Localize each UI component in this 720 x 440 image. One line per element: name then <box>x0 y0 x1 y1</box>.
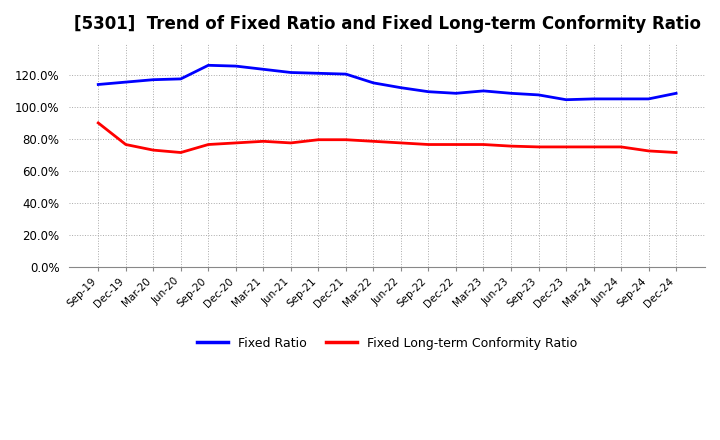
Legend: Fixed Ratio, Fixed Long-term Conformity Ratio: Fixed Ratio, Fixed Long-term Conformity … <box>192 332 582 355</box>
Title: [5301]  Trend of Fixed Ratio and Fixed Long-term Conformity Ratio: [5301] Trend of Fixed Ratio and Fixed Lo… <box>73 15 701 33</box>
